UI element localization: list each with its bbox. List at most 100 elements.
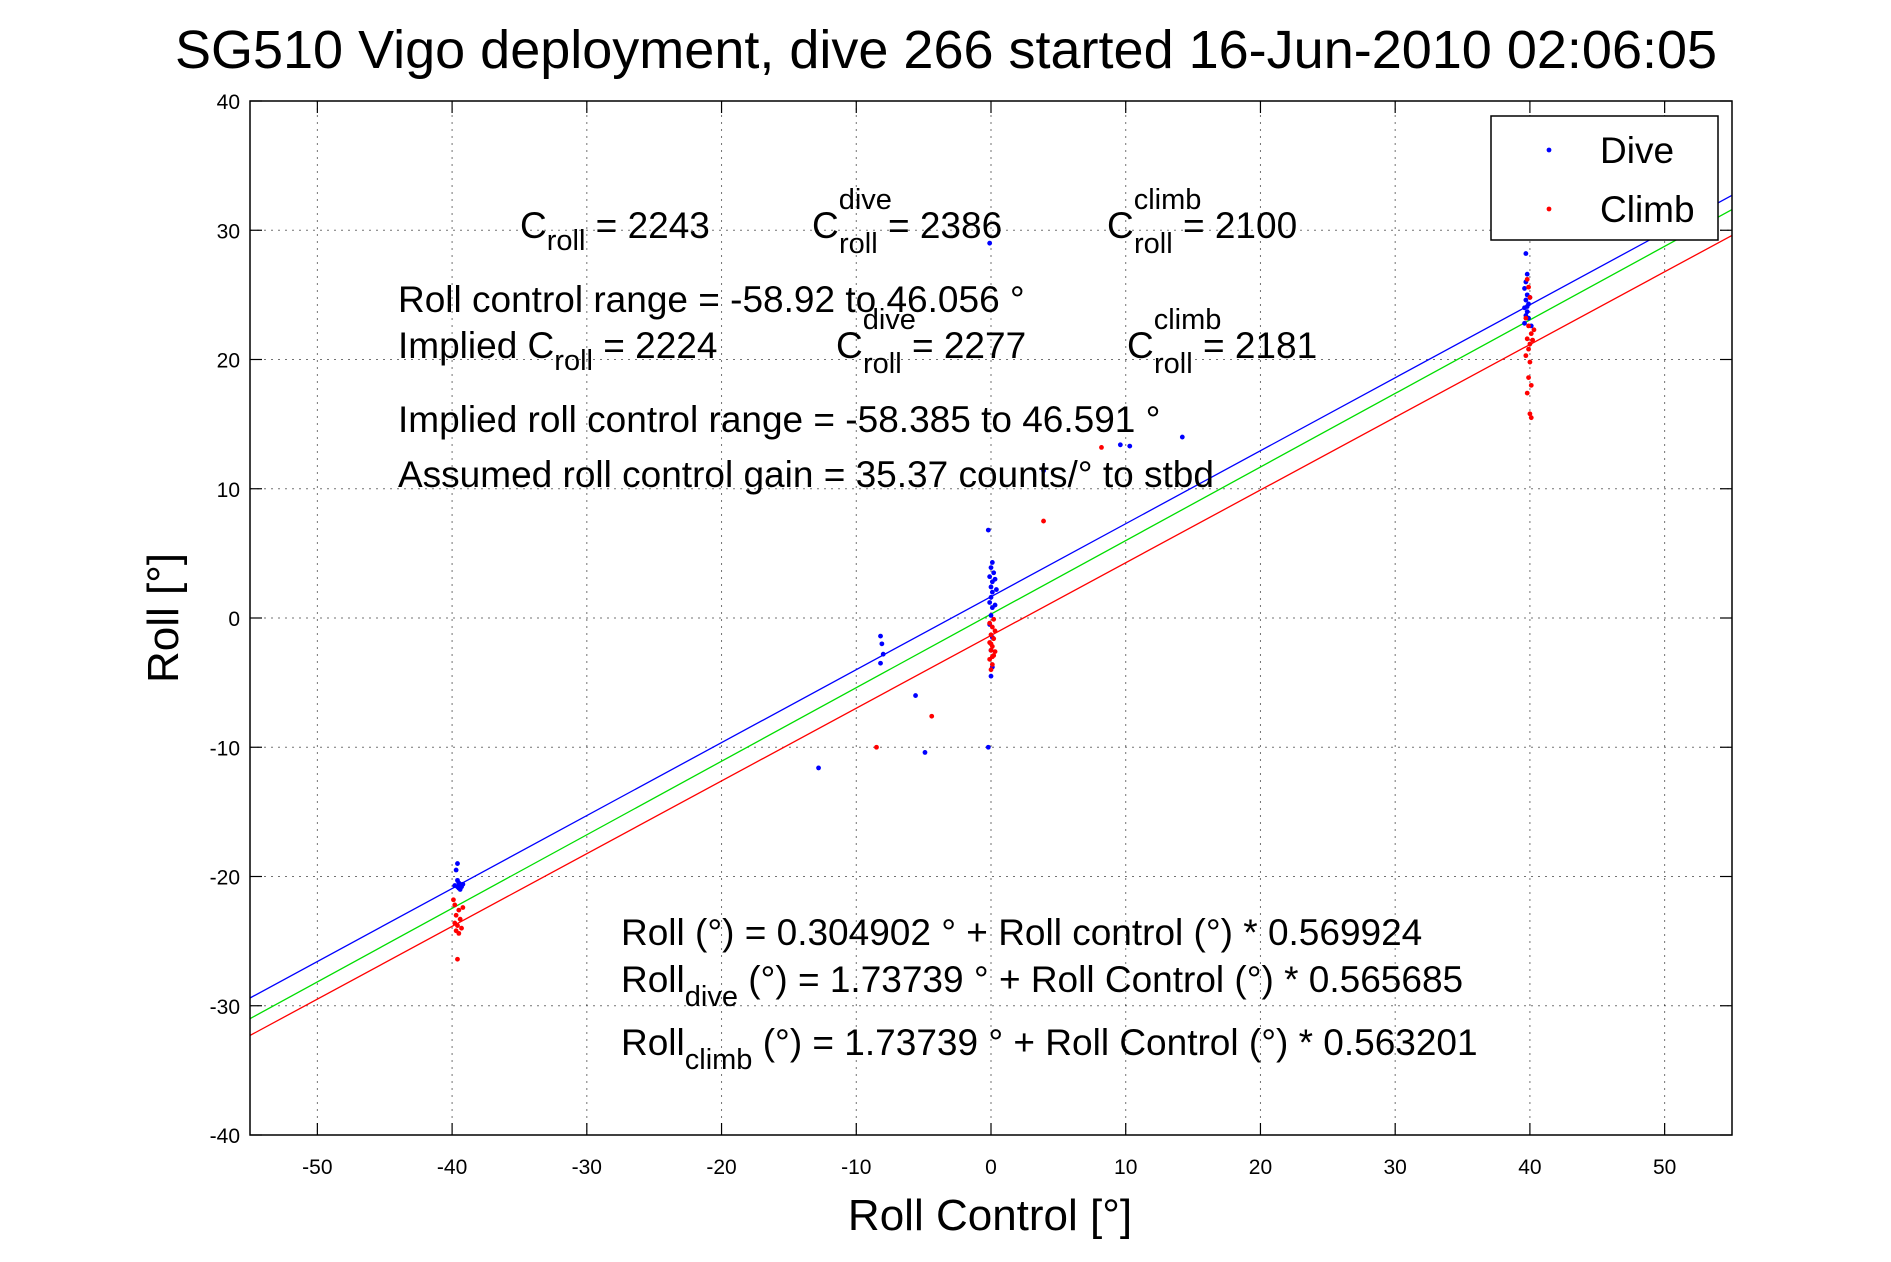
grid-lines <box>250 101 1732 1135</box>
point-climb <box>991 616 997 622</box>
point-climb <box>457 916 463 922</box>
point-climb <box>989 624 995 630</box>
point-climb <box>459 925 464 931</box>
point-dive <box>987 240 993 246</box>
x-tick-label: 0 <box>985 1156 997 1179</box>
point-dive <box>989 560 995 565</box>
point-dive <box>880 651 886 657</box>
point-climb <box>988 667 994 673</box>
x-axis-label: Roll Control [°] <box>848 1191 1132 1240</box>
point-dive <box>1523 251 1529 256</box>
x-tick-label: -20 <box>706 1156 736 1179</box>
x-tick-label: 40 <box>1518 1156 1541 1179</box>
x-tick-label: 10 <box>1114 1156 1137 1179</box>
x-tick-label: 50 <box>1653 1156 1676 1179</box>
point-dive <box>992 576 998 582</box>
x-tick-label: 30 <box>1384 1156 1407 1179</box>
annotation-fit-all: Roll (°) = 0.304902 ° + Roll control (°)… <box>621 912 1422 953</box>
point-dive <box>993 587 999 592</box>
y-axis-ticks: -40 -30 -20 -10 0 10 20 30 40 <box>210 91 1732 1148</box>
y-tick-label: -20 <box>210 867 240 890</box>
point-dive <box>816 765 821 771</box>
point-dive <box>1524 271 1530 277</box>
point-dive <box>453 867 459 873</box>
point-climb <box>1526 323 1531 329</box>
point-dive <box>985 744 991 750</box>
point-dive <box>1117 442 1123 448</box>
legend: Dive Climb <box>1490 115 1719 241</box>
point-climb <box>1524 276 1530 282</box>
point-climb <box>874 744 879 750</box>
point-dive <box>879 641 885 647</box>
point-climb <box>1526 284 1531 290</box>
y-tick-label: 20 <box>217 350 240 373</box>
x-axis-ticks: -50 -40 -30 -20 -10 0 10 20 30 40 50 <box>302 101 1676 1179</box>
point-climb <box>991 636 997 642</box>
point-dive <box>878 660 883 666</box>
point-dive <box>1522 286 1527 291</box>
point-climb <box>1527 341 1533 347</box>
x-tick-label: -50 <box>302 1156 332 1179</box>
point-dive <box>452 883 458 888</box>
point-climb <box>1524 336 1530 342</box>
point-climb <box>1528 382 1534 388</box>
point-climb <box>1523 315 1529 321</box>
point-climb <box>992 628 998 634</box>
y-tick-label: 30 <box>217 220 240 243</box>
point-climb <box>1531 327 1537 333</box>
annotation-implied-c-roll: Implied Croll = 2224 <box>398 325 717 377</box>
annotation-c-roll-climb: Cclimb roll = 2100 <box>1107 184 1297 260</box>
point-dive <box>987 574 993 580</box>
point-climb <box>1524 390 1530 396</box>
point-dive <box>913 693 918 698</box>
point-dive <box>878 633 883 639</box>
point-climb <box>451 897 456 903</box>
point-climb <box>453 912 459 918</box>
point-dive <box>985 527 991 533</box>
x-tick-label: -30 <box>572 1156 602 1179</box>
point-dive <box>1127 443 1133 449</box>
annotation-implied-c-roll-climb: Cclimb roll = 2181 <box>1127 304 1317 380</box>
x-tick-label: -10 <box>841 1156 871 1179</box>
point-climb <box>992 649 998 655</box>
point-dive <box>988 673 994 679</box>
point-climb <box>1526 375 1531 380</box>
point-climb <box>988 632 994 638</box>
chart-title: SG510 Vigo deployment, dive 266 started … <box>175 20 1717 80</box>
point-dive <box>989 589 995 595</box>
y-tick-label: 10 <box>217 479 240 502</box>
annotation-implied-c-roll-dive: Cdive roll = 2277 <box>836 304 1026 380</box>
x-tick-label: -40 <box>437 1156 467 1179</box>
annotation-fit-dive: Rolldive (°) = 1.73739 ° + Roll Control … <box>621 959 1463 1013</box>
point-dive <box>991 570 997 576</box>
annotation-implied-range: Implied roll control range = -58.385 to … <box>398 399 1160 440</box>
point-climb <box>460 905 466 910</box>
point-dive <box>455 861 460 866</box>
point-climb <box>1526 346 1531 352</box>
annotation-gain: Assumed roll control gain = 35.37 counts… <box>398 454 1214 495</box>
point-climb <box>1041 518 1046 524</box>
y-tick-label: -40 <box>210 1125 240 1148</box>
annotations: Croll = 2243 Cdive roll = 2386 Cclimb roll… <box>398 184 1478 1076</box>
point-dive <box>1522 320 1527 326</box>
point-climb <box>456 907 462 913</box>
point-climb <box>989 662 995 667</box>
point-climb <box>456 930 462 936</box>
y-tick-label: -10 <box>210 737 240 760</box>
data-points <box>451 240 1537 962</box>
point-climb <box>455 923 460 929</box>
point-dive <box>992 602 998 608</box>
legend-box <box>1490 115 1719 241</box>
point-climb <box>1527 411 1533 417</box>
legend-label-dive: Dive <box>1600 130 1674 171</box>
point-climb <box>1527 359 1533 365</box>
annotation-fit-climb: Rollclimb (°) = 1.73739 ° + Roll Control… <box>621 1022 1478 1076</box>
point-dive <box>988 613 994 618</box>
point-climb <box>1523 353 1529 359</box>
point-dive <box>1041 468 1046 474</box>
point-climb <box>452 902 458 908</box>
point-climb <box>989 654 995 660</box>
point-climb <box>988 647 994 653</box>
y-tick-label: -30 <box>210 996 240 1019</box>
